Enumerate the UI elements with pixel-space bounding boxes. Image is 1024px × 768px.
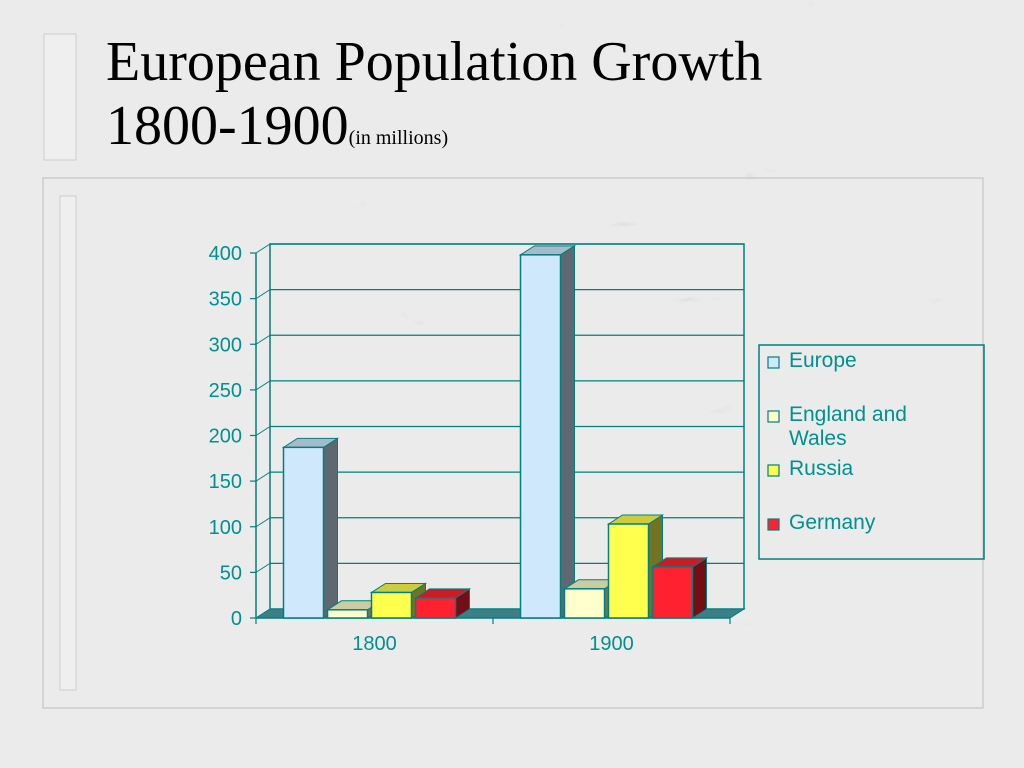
bar-germany-1900-side [692,556,707,619]
bar-europe-1900-side [560,244,575,619]
title-unit: (in millions) [348,127,449,149]
y-tick-label: 300 [209,334,242,356]
x-tick-label: 1800 [352,633,397,655]
side-wall-gridline [255,562,271,573]
y-tick-label: 50 [220,562,242,584]
y-tick-label: 200 [209,426,242,448]
bar-england-and-wales-1800 [326,609,369,619]
y-tick-label: 100 [209,517,242,539]
side-wall-gridline [255,289,271,300]
title-frame-bar [43,33,77,161]
y-tick-label: 0 [231,608,242,630]
title-line-1: European Population Growth [106,31,763,93]
legend-swatch-russia [767,464,780,477]
y-tick-label: 350 [209,289,242,311]
legend-swatch-england-and-wales [767,410,780,423]
side-wall-gridline [255,517,271,528]
content-frame [42,177,984,709]
chart-legend [758,344,985,560]
side-wall-gridline [255,426,271,436]
bar-europe-1900 [519,254,562,619]
legend-label: Germany [789,511,876,534]
bar-europe-1800 [282,446,325,619]
y-tick-label: 400 [209,243,242,265]
bar-russia-1900 [607,523,650,619]
legend-swatch-germany [767,518,780,531]
slide-title: European Population Growth 1800-1900(in … [106,30,762,158]
bar-europe-1800-side [323,437,338,619]
title-years: 1800-1900 [106,95,349,157]
bar-germany-1900 [651,566,694,619]
side-wall-gridline [255,471,271,482]
bar-england-and-wales-1900 [563,588,606,619]
x-tick-label: 1900 [589,633,634,655]
content-frame-bar [59,195,77,691]
y-tick-label: 250 [209,380,242,402]
side-wall-gridline [255,380,271,391]
side-wall-gridline [255,243,271,254]
legend-label: Europe [789,349,857,372]
legend-label: Russia [789,457,854,480]
legend-swatch-europe [767,356,780,369]
bar-russia-1800 [370,591,413,619]
title-line-2: 1800-1900(in millions) [106,94,762,158]
y-tick-label: 150 [209,471,242,493]
legend-label: England and Wales [789,403,907,450]
bar-germany-1800 [414,597,457,619]
side-wall-gridline [255,334,271,345]
